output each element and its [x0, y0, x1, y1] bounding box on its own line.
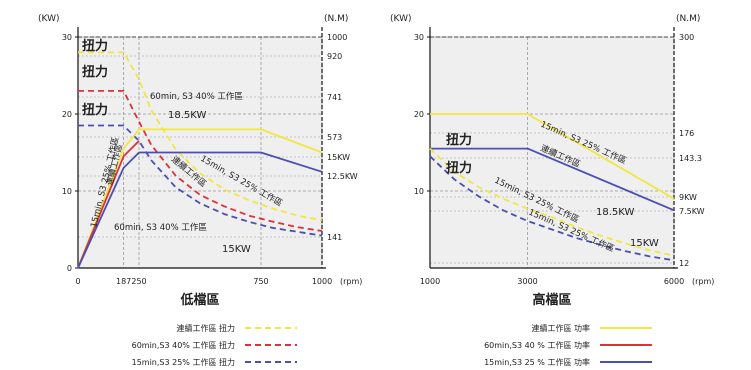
x-tick-label: 6000 — [664, 277, 684, 286]
y-right-tick-label: 12 — [679, 259, 689, 268]
legend-label: 60min,S3 40 % 工作區 功率 — [484, 340, 590, 350]
annotation-label: 18.5KW — [168, 110, 206, 121]
y-tick-label: 10 — [414, 187, 424, 196]
legend-label: 15min,S3 25% 工作區 扭力 — [132, 357, 235, 367]
y-tick-label: 30 — [414, 33, 424, 42]
series-line — [430, 113, 675, 200]
y-right-tick-label: 920 — [327, 52, 342, 61]
torque-label: 扭力 — [82, 102, 108, 118]
torque-label: 扭力 — [82, 38, 108, 54]
x-tick-label: 3000 — [517, 277, 537, 286]
x-tick-label: 750 — [253, 277, 268, 286]
annotation-label: 18.5KW — [596, 207, 634, 218]
x-unit-label: (rpm) — [692, 277, 714, 286]
y-tick-label: 20 — [62, 110, 72, 119]
torque-label: 扭力 — [446, 132, 472, 148]
annotation-label: 15KW — [222, 244, 251, 255]
annotation-label: 60min, S3 40% 工作區 — [150, 91, 243, 102]
y-right-tick-label: 9KW — [679, 193, 697, 202]
x-tick-label: 0 — [75, 277, 80, 286]
chart-title: 低檔區 — [179, 292, 219, 308]
y-right-tick-label: 7.5KW — [679, 207, 705, 216]
y-right-unit-label: (N.M) — [676, 14, 700, 24]
y-right-unit-label: (N.M) — [324, 14, 348, 24]
series-line — [77, 128, 323, 269]
y-right-tick-label: 143.3 — [679, 154, 702, 163]
x-tick-label: 250 — [131, 277, 146, 286]
torque-label: 扭力 — [446, 160, 472, 176]
annotation-label: 15KW — [630, 238, 659, 249]
y-tick-label: 20 — [414, 110, 424, 119]
y-left-unit-label: (KW) — [390, 14, 412, 24]
y-right-tick-label: 176 — [679, 129, 694, 138]
y-right-tick-label: 1000 — [327, 33, 347, 42]
y-tick-label: 10 — [62, 187, 72, 196]
series-line — [77, 151, 323, 269]
annotation-label: 60min, S3 40% 工作區 — [114, 222, 207, 233]
x-tick-label: 1000 — [312, 277, 332, 286]
legend-label: 連續工作區 功率 — [531, 323, 590, 333]
series-line — [78, 51, 323, 222]
x-tick-label: 187 — [116, 277, 131, 286]
series-line — [429, 155, 675, 262]
series-line — [78, 90, 323, 232]
y-right-tick-label: 12.5KW — [327, 172, 358, 181]
y-right-tick-label: 741 — [327, 93, 342, 102]
y-tick-label: 0 — [67, 264, 72, 273]
series-line — [430, 147, 675, 212]
legend-label: 60min,S3 40% 工作區 扭力 — [132, 340, 235, 350]
y-right-tick-label: 573 — [327, 133, 342, 142]
y-right-tick-label: 141 — [327, 233, 342, 242]
x-tick-label: 1000 — [420, 277, 440, 286]
series-line — [77, 140, 140, 269]
y-left-unit-label: (KW) — [38, 14, 60, 24]
y-right-tick-label: 15KW — [327, 153, 350, 162]
chart-title: 高檔區 — [532, 292, 571, 308]
x-unit-label: (rpm) — [340, 277, 362, 286]
y-tick-label: 30 — [62, 33, 72, 42]
legend-label: 15min,S3 25 % 工作區 功率 — [484, 357, 590, 367]
y-right-tick-label: 300 — [679, 33, 694, 42]
torque-label: 扭力 — [82, 64, 108, 80]
legend-label: 連續工作區 扭力 — [176, 323, 235, 333]
series-line — [429, 147, 675, 257]
